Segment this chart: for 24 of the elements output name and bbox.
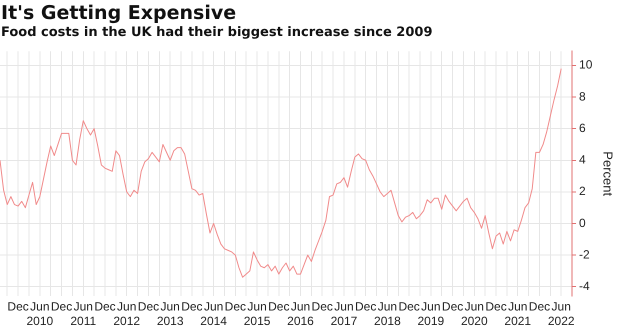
- x-tick-label: Dec: [181, 300, 203, 314]
- y-tick-label: 6: [579, 120, 586, 135]
- x-tick-label: Dec: [138, 300, 160, 314]
- x-tick-label: Dec: [355, 300, 376, 314]
- x-tick-label: Dec: [312, 300, 333, 314]
- y-tick-label: 0: [579, 216, 586, 230]
- y-tick-label: -2: [579, 247, 590, 262]
- y-tick-label: 4: [579, 152, 586, 167]
- y-tick-label: 10: [579, 58, 593, 72]
- x-tick-label: Dec: [528, 300, 550, 314]
- x-tick-label: Dec: [224, 300, 246, 314]
- x-tick-label: Dec: [398, 300, 420, 314]
- x-tick-label: Dec: [50, 300, 72, 314]
- y-axis-title: Percent: [600, 151, 616, 196]
- x-tick-label: Dec: [94, 300, 116, 314]
- y-tick-label: -4: [579, 279, 590, 294]
- y-tick-label: 8: [579, 89, 586, 104]
- x-tick-label: Dec: [268, 300, 290, 314]
- y-tick-label: 2: [579, 184, 586, 198]
- x-tick-label: Dec: [442, 300, 464, 314]
- x-tick-label: Dec: [7, 300, 29, 314]
- chart-title: It's Getting Expensive: [1, 2, 238, 24]
- chart-subtitle: Food costs in the UK had their biggest increase since 2009: [1, 24, 434, 41]
- x-tick-label: Dec: [485, 300, 507, 314]
